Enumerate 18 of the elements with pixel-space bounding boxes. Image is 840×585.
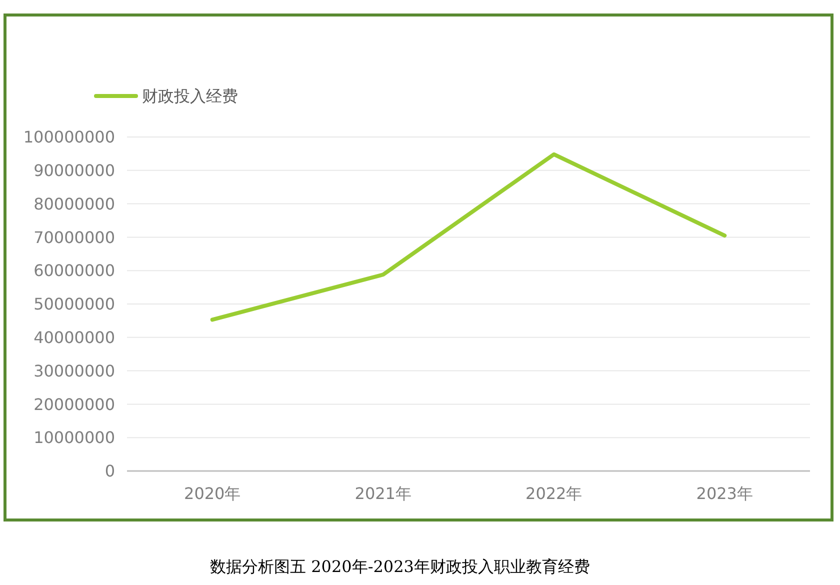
text: 数据分析图五 2020年-2023年财政投入职业教育经费 [210,557,590,576]
y-tick-label: 0 [104,462,115,481]
line-series [210,152,727,322]
x-tick-label: 2020年 [184,484,241,503]
y-tick-label: 80000000 [34,194,115,214]
y-tick-label: 50000000 [34,294,115,314]
y-tick-label: 100000000 [23,128,115,147]
y-tick-label: 40000000 [34,328,115,347]
y-tick-label: 60000000 [34,261,115,280]
x-tick-label: 2021年 [354,484,412,503]
x-tick-label: 2022年 [526,484,582,503]
y-tick-label: 70000000 [34,228,115,247]
y-tick-label: 30000000 [34,361,115,380]
x-tick-label: 2023年 [696,484,753,503]
y-tick-label: 20000000 [34,394,115,414]
y-tick-label: 10000000 [34,428,115,448]
y-tick-label: 90000000 [34,161,115,180]
legend-label: 财政投入经费 [142,86,238,106]
